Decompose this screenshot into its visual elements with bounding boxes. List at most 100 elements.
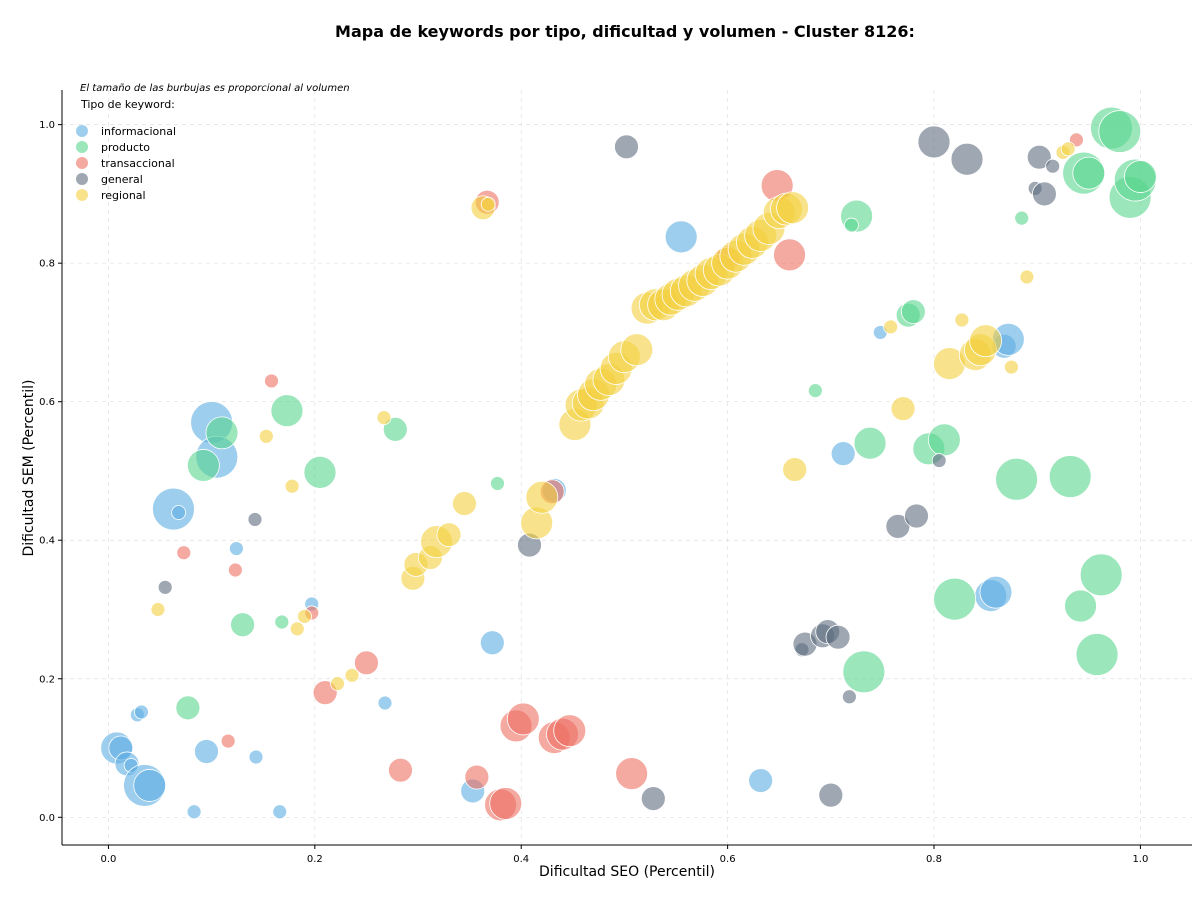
point-producto — [1079, 553, 1123, 597]
legend-label-general: general — [101, 173, 143, 186]
point-transaccional — [220, 733, 236, 749]
point-producto — [1098, 110, 1142, 153]
point-general — [904, 503, 929, 529]
legend: El tamaño de las burbujas es proporciona… — [76, 83, 350, 202]
x-tick-label: 0.8 — [926, 854, 942, 865]
point-producto — [844, 217, 859, 233]
point-producto — [1072, 156, 1106, 190]
point-regional — [150, 602, 166, 617]
point-producto — [303, 455, 337, 489]
series-producto — [175, 106, 1157, 721]
point-regional — [258, 428, 274, 444]
point-regional — [954, 312, 970, 328]
point-regional — [452, 491, 477, 516]
point-producto — [1014, 210, 1030, 226]
point-regional — [776, 191, 810, 225]
point-regional — [284, 478, 300, 494]
point-regional — [376, 410, 392, 426]
point-general — [1045, 158, 1061, 174]
x-tick-label: 0.0 — [100, 854, 116, 865]
point-general — [1032, 181, 1057, 207]
y-tick-label: 0.2 — [39, 674, 55, 685]
point-informacional — [748, 768, 774, 793]
point-regional — [1004, 359, 1019, 375]
legend-marker-regional — [76, 189, 88, 201]
point-regional — [883, 319, 899, 335]
point-producto — [927, 423, 961, 457]
point-producto — [1048, 455, 1092, 498]
point-producto — [205, 416, 239, 450]
point-informacional — [248, 749, 264, 765]
point-regional — [620, 333, 654, 367]
y-tick-label: 0.6 — [39, 397, 55, 408]
legend-label-informacional: informacional — [101, 125, 176, 138]
point-transaccional — [506, 702, 540, 736]
point-producto — [1124, 160, 1157, 193]
point-general — [841, 689, 857, 705]
series-regional — [150, 141, 1076, 692]
x-tick-label: 0.4 — [513, 854, 529, 865]
y-tick-label: 0.4 — [39, 536, 55, 547]
point-regional — [344, 667, 360, 683]
legend-label-transaccional: transaccional — [101, 157, 175, 170]
point-transaccional — [388, 757, 413, 783]
point-producto — [995, 457, 1038, 501]
point-general — [640, 786, 666, 811]
y-ticks: 0.0 0.2 0.4 0.6 0.8 1.0 — [39, 120, 62, 824]
point-transaccional — [227, 562, 243, 578]
point-producto — [230, 612, 255, 638]
point-regional — [480, 196, 496, 212]
point-general — [247, 512, 263, 527]
legend-marker-transaccional — [76, 157, 88, 169]
point-producto — [933, 577, 977, 621]
point-regional — [782, 457, 808, 482]
point-general — [917, 125, 951, 159]
point-regional — [1060, 141, 1076, 157]
point-producto — [1064, 589, 1097, 623]
bubble-size-note: El tamaño de las burbujas es proporciona… — [80, 83, 350, 94]
series-general — [157, 125, 1061, 811]
point-producto — [490, 476, 505, 491]
point-informacional — [664, 220, 698, 254]
point-regional — [436, 522, 462, 548]
point-producto — [382, 417, 408, 442]
point-informacional — [194, 739, 219, 764]
y-tick-label: 0.8 — [39, 259, 55, 270]
point-transaccional — [464, 764, 490, 790]
point-regional — [297, 609, 312, 624]
point-regional — [330, 676, 345, 692]
point-producto — [175, 695, 201, 721]
point-general — [1026, 144, 1052, 170]
point-producto — [1075, 633, 1119, 676]
point-producto — [900, 299, 926, 325]
point-informacional — [171, 505, 187, 520]
y-axis-label: Dificultad SEM (Percentil) — [21, 380, 37, 557]
point-transaccional — [264, 373, 279, 389]
point-general — [818, 782, 844, 808]
point-general — [950, 142, 984, 176]
point-producto — [842, 650, 886, 694]
x-tick-label: 0.6 — [720, 854, 736, 865]
legend-items: informacional producto transaccional genera… — [76, 125, 176, 202]
chart-title: Mapa de keywords por tipo, dificultad y … — [335, 22, 915, 41]
x-ticks: 0.0 0.2 0.4 0.6 0.8 1.0 — [100, 845, 1148, 865]
x-axis-label: Dificultad SEO (Percentil) — [539, 864, 715, 880]
point-informacional — [133, 769, 167, 802]
point-regional — [969, 324, 1003, 358]
point-transaccional — [489, 787, 523, 820]
point-informacional — [479, 630, 505, 656]
point-transaccional — [615, 757, 649, 791]
legend-label-producto: producto — [101, 141, 150, 154]
legend-marker-producto — [76, 141, 88, 153]
point-regional — [1019, 269, 1035, 285]
point-transaccional — [354, 650, 379, 676]
point-informacional — [229, 541, 244, 556]
point-informacional — [186, 804, 202, 820]
point-informacional — [377, 695, 393, 711]
point-general — [614, 134, 639, 160]
legend-marker-general — [76, 173, 88, 185]
point-informacional — [830, 441, 856, 467]
point-informacional — [979, 575, 1013, 609]
point-transaccional — [176, 545, 192, 561]
